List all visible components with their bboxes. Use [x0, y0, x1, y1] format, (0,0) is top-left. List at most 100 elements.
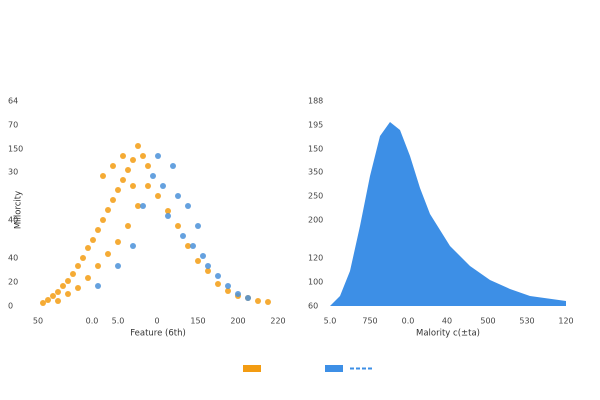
y-tick-label: 70 — [8, 121, 18, 130]
scatter-point — [95, 263, 101, 269]
x-tick-label: 5.0 — [324, 317, 337, 326]
scatter-point — [205, 263, 211, 269]
scatter-point — [135, 203, 141, 209]
scatter-point — [245, 295, 251, 301]
scatter-point — [135, 143, 141, 149]
scatter-point — [50, 293, 56, 299]
scatter-point — [70, 271, 76, 277]
x-axis-title: Feature (6th) — [130, 329, 186, 339]
area — [330, 122, 566, 306]
scatter-point — [195, 258, 201, 264]
x-tick-label: 120 — [558, 317, 573, 326]
scatter-point — [55, 289, 61, 295]
scatter-point — [190, 243, 196, 249]
x-tick-label: 0.0 — [86, 317, 99, 326]
scatter-point — [225, 283, 231, 289]
y-tick-label: 195 — [308, 121, 323, 130]
scatter-point — [165, 213, 171, 219]
y-tick-label: 188 — [308, 97, 323, 106]
y-tick-label: 64 — [8, 97, 18, 106]
y-tick-label: 30 — [8, 168, 18, 177]
scatter-point — [95, 283, 101, 289]
scatter-point — [95, 227, 101, 233]
scatter-point — [255, 298, 261, 304]
scatter-point — [100, 217, 106, 223]
scatter-point — [125, 223, 131, 229]
scatter-point — [205, 268, 211, 274]
scatter-point — [105, 207, 111, 213]
x-tick-label: 750 — [362, 317, 377, 326]
scatter-point — [65, 291, 71, 297]
x-tick-label: 50 — [33, 317, 43, 326]
scatter-point — [130, 183, 136, 189]
x-tick-label: 5.0 — [112, 317, 125, 326]
scatter-point — [45, 297, 51, 303]
x-axis-title: Malority c(±ta) — [416, 329, 480, 339]
scatter-point — [175, 193, 181, 199]
scatter-point — [185, 243, 191, 249]
y-tick-label: 40 — [8, 254, 18, 263]
y-tick-label: 250 — [308, 192, 323, 201]
scatter-point — [145, 163, 151, 169]
scatter-point — [175, 223, 181, 229]
x-tick-label: 530 — [519, 317, 534, 326]
scatter-point — [75, 263, 81, 269]
scatter-point — [125, 167, 131, 173]
x-tick-label: 200 — [230, 317, 245, 326]
x-tick-label: 500 — [480, 317, 495, 326]
y-axis-title: Millorcity — [14, 191, 24, 229]
scatter-point — [265, 299, 271, 305]
scatter-point — [185, 203, 191, 209]
legend-swatch — [325, 365, 343, 372]
scatter-point — [225, 288, 231, 294]
scatter-point — [170, 163, 176, 169]
scatter-point — [130, 157, 136, 163]
y-tick-label: 20 — [8, 278, 18, 287]
y-tick-label: 350 — [308, 168, 323, 177]
scatter-point — [155, 193, 161, 199]
scatter-point — [55, 298, 61, 304]
scatter-point — [100, 173, 106, 179]
scatter-point — [235, 291, 241, 297]
y-tick-label: 100 — [308, 278, 323, 287]
x-tick-label: 0.0 — [402, 317, 415, 326]
scatter-point — [40, 300, 46, 306]
scatter-point — [145, 183, 151, 189]
y-tick-label: 150 — [8, 145, 23, 154]
x-tick-label: 0 — [154, 317, 159, 326]
scatter-point — [110, 197, 116, 203]
scatter-point — [130, 243, 136, 249]
scatter-point — [60, 283, 66, 289]
scatter-point — [115, 239, 121, 245]
scatter-point — [105, 251, 111, 257]
scatter-point — [140, 203, 146, 209]
scatter-point — [160, 183, 166, 189]
scatter-point — [180, 233, 186, 239]
scatter-point — [155, 153, 161, 159]
scatter-point — [215, 281, 221, 287]
scatter-point — [115, 187, 121, 193]
scatter-point — [115, 263, 121, 269]
scatter-point — [65, 278, 71, 284]
y-tick-label: 200 — [308, 216, 323, 225]
scatter-point — [80, 255, 86, 261]
scatter-point — [85, 245, 91, 251]
x-tick-label: 40 — [442, 317, 452, 326]
scatter-point — [75, 285, 81, 291]
scatter-point — [140, 153, 146, 159]
x-tick-label: 220 — [270, 317, 285, 326]
y-tick-label: 40 — [8, 216, 18, 225]
x-tick-label: 150 — [190, 317, 205, 326]
scatter-point — [215, 273, 221, 279]
y-tick-label: 0 — [8, 302, 13, 311]
scatter-point — [200, 253, 206, 259]
scatter-point — [195, 223, 201, 229]
scatter-point — [90, 237, 96, 243]
scatter-point — [110, 163, 116, 169]
y-tick-label: 120 — [308, 254, 323, 263]
y-tick-label: 60 — [308, 302, 318, 311]
scatter-point — [120, 177, 126, 183]
scatter-point — [120, 153, 126, 159]
scatter-point — [150, 173, 156, 179]
